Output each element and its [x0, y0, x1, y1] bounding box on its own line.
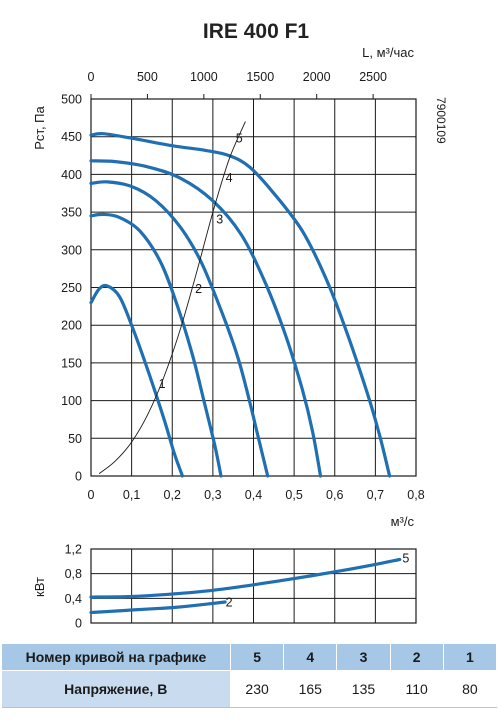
voltage-row: Напряжение, В 230 165 135 110 80 — [1, 670, 498, 708]
x2-tick-label: 1500 — [246, 70, 274, 84]
power-curve-label: 2 — [226, 596, 233, 610]
x-tick-label: 0,2 — [164, 488, 181, 502]
fan-curve-4 — [89, 159, 323, 478]
fan-curve-2 — [89, 212, 223, 478]
fan-curve-3 — [89, 180, 270, 478]
x-tick-label: 0,7 — [367, 488, 384, 502]
x-tick-label: 0,3 — [204, 488, 221, 502]
x-axis-label: м³/с — [391, 514, 415, 529]
y-tick-label: 300 — [61, 243, 82, 257]
x-tick-label: 0,1 — [123, 488, 140, 502]
voltage-cell: 110 — [389, 670, 444, 708]
voltage-cell: 230 — [229, 670, 285, 708]
power-axis-label: кВт — [32, 577, 47, 597]
power-plot-frame — [90, 548, 417, 624]
power-y-tick-label: 0 — [75, 617, 82, 631]
x-tick-label: 0,4 — [245, 488, 262, 502]
curve-label: 1 — [159, 377, 166, 391]
power-curve-label: 5 — [402, 551, 409, 565]
power-y-tick-label: 1,2 — [65, 543, 82, 557]
pressure-plot: 1 2 3 4 5 0 0,1 0,2 0,3 0,4 0,5 0,6 0,7 0,8 0 50 100 150… — [61, 70, 425, 502]
curve-label: 5 — [236, 132, 243, 146]
voltage-header: Напряжение, В — [1, 670, 231, 708]
y-tick-label: 150 — [61, 356, 82, 370]
y-tick-label: 50 — [68, 432, 82, 446]
product-code: 7900109 — [434, 97, 448, 144]
curve-number-cell: 4 — [283, 643, 338, 671]
power-y-tick-label: 0,8 — [65, 567, 82, 581]
x-tick-label: 0,8 — [407, 488, 424, 502]
x-tick-label: 0,6 — [326, 488, 343, 502]
fan-performance-chart: IRE 400 F1 1 2 3 4 5 0 0,1 0,2 0,3 0,4 0,5 0,6 0,7 0… — [32, 20, 448, 631]
y-tick-label: 350 — [61, 206, 82, 220]
curve-label: 4 — [226, 171, 233, 185]
x-tick-label: 0,5 — [285, 488, 302, 502]
x2-axis-label: L, м³/час — [362, 45, 414, 60]
system-curve — [98, 121, 246, 475]
power-curve-2 — [89, 600, 227, 615]
curve-label: 2 — [195, 282, 202, 296]
power-curve-5 — [89, 557, 402, 599]
y-tick-label: 250 — [61, 281, 82, 295]
y-axis-label: Pст, Па — [32, 105, 47, 149]
curve-number-header: Номер кривой на графике — [1, 643, 231, 671]
fan-curve-1 — [89, 283, 184, 478]
x2-tick-label: 2500 — [359, 70, 387, 84]
x-tick-label: 0 — [88, 488, 95, 502]
curve-number-cell: 2 — [389, 643, 444, 671]
fan-curve-5 — [89, 132, 392, 478]
plot-frame — [90, 98, 417, 477]
power-plot: 5 2 0 0,4 0,8 1,2 — [65, 543, 417, 631]
y-tick-label: 200 — [61, 319, 82, 333]
voltage-cell: 165 — [283, 670, 338, 708]
voltage-cell: 80 — [442, 670, 498, 708]
y-tick-label: 500 — [61, 93, 82, 107]
y-tick-label: 0 — [75, 470, 82, 484]
curve-label: 3 — [216, 212, 223, 226]
curve-number-cell: 1 — [442, 643, 498, 671]
chart-title: IRE 400 F1 — [203, 20, 310, 43]
voltage-cell: 135 — [336, 670, 391, 708]
voltage-table: Номер кривой на графике 5 4 3 2 1 Напряж… — [1, 643, 498, 708]
x2-tick-label: 0 — [88, 70, 95, 84]
x2-tick-label: 500 — [137, 70, 158, 84]
y-tick-label: 100 — [61, 394, 82, 408]
power-y-tick-label: 0,4 — [65, 592, 82, 606]
y-tick-label: 450 — [61, 130, 82, 144]
curve-number-row: Номер кривой на графике 5 4 3 2 1 — [1, 643, 498, 671]
curve-number-cell: 5 — [229, 643, 285, 671]
y-tick-label: 400 — [61, 168, 82, 182]
x2-tick-label: 1000 — [190, 70, 218, 84]
x2-tick-label: 2000 — [303, 70, 331, 84]
curve-number-cell: 3 — [336, 643, 391, 671]
